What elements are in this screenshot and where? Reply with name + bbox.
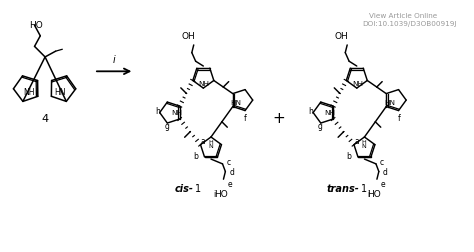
Text: HO: HO bbox=[214, 189, 228, 198]
Text: b: b bbox=[193, 152, 198, 161]
Text: h: h bbox=[308, 107, 313, 116]
Text: b: b bbox=[346, 152, 352, 161]
Text: e: e bbox=[228, 179, 232, 188]
Text: 4: 4 bbox=[42, 113, 49, 123]
Text: 1: 1 bbox=[361, 183, 367, 193]
Text: NH: NH bbox=[23, 88, 35, 97]
Text: c: c bbox=[227, 158, 230, 167]
Text: OH: OH bbox=[335, 32, 348, 41]
Text: a: a bbox=[355, 136, 359, 145]
Text: h: h bbox=[155, 107, 160, 116]
Text: d: d bbox=[383, 167, 388, 176]
Text: c: c bbox=[380, 158, 384, 167]
Text: HN: HN bbox=[55, 88, 66, 97]
Text: DOI:10.1039/D3OB00919J: DOI:10.1039/D3OB00919J bbox=[363, 20, 457, 26]
Text: f: f bbox=[398, 113, 401, 122]
Text: HO: HO bbox=[29, 21, 43, 30]
Text: NH: NH bbox=[199, 80, 210, 86]
Text: a: a bbox=[201, 136, 206, 145]
Text: e: e bbox=[381, 179, 385, 188]
Text: H
N: H N bbox=[208, 139, 213, 148]
Text: 1: 1 bbox=[195, 183, 201, 193]
Text: i: i bbox=[367, 189, 369, 198]
Text: +: + bbox=[273, 110, 285, 125]
Text: trans-: trans- bbox=[327, 183, 360, 193]
Text: NH: NH bbox=[171, 110, 182, 116]
Text: View Article Online: View Article Online bbox=[369, 13, 438, 19]
Text: i: i bbox=[113, 54, 116, 64]
Text: g: g bbox=[318, 122, 323, 131]
Text: f: f bbox=[244, 113, 247, 122]
Text: HN: HN bbox=[231, 99, 242, 105]
Text: g: g bbox=[164, 122, 169, 131]
Text: d: d bbox=[229, 167, 234, 176]
Text: HN: HN bbox=[384, 99, 395, 105]
Text: NH: NH bbox=[352, 80, 363, 86]
Text: OH: OH bbox=[181, 32, 195, 41]
Text: i: i bbox=[214, 189, 216, 198]
Text: HO: HO bbox=[367, 189, 381, 198]
Text: H
N: H N bbox=[362, 139, 366, 148]
Text: NH: NH bbox=[324, 110, 336, 116]
Text: cis-: cis- bbox=[175, 183, 194, 193]
